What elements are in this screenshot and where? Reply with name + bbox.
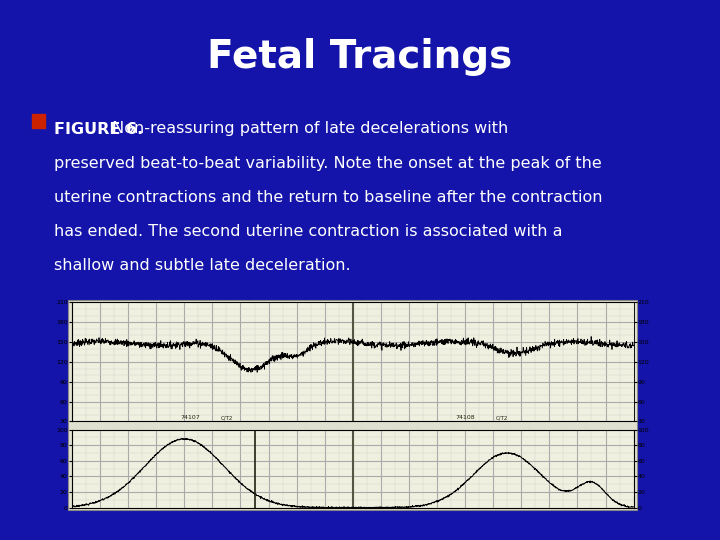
Text: FIGURE 6.: FIGURE 6. <box>54 122 143 137</box>
Text: Fetal Tracings: Fetal Tracings <box>207 38 513 76</box>
Bar <box>32 114 45 129</box>
Bar <box>68 300 637 510</box>
Text: preserved beat-to-beat variability. Note the onset at the peak of the: preserved beat-to-beat variability. Note… <box>54 156 602 171</box>
Text: 74107: 74107 <box>180 415 200 421</box>
Text: uterine contractions and the return to baseline after the contraction: uterine contractions and the return to b… <box>54 190 603 205</box>
Text: C/T2: C/T2 <box>495 415 508 421</box>
Text: 74108: 74108 <box>455 415 475 421</box>
Text: shallow and subtle late deceleration.: shallow and subtle late deceleration. <box>54 258 351 273</box>
Text: has ended. The second uterine contraction is associated with a: has ended. The second uterine contractio… <box>54 224 562 239</box>
Text: Non-reassuring pattern of late decelerations with: Non-reassuring pattern of late decelerat… <box>107 122 508 137</box>
Text: C/T2: C/T2 <box>220 415 233 421</box>
